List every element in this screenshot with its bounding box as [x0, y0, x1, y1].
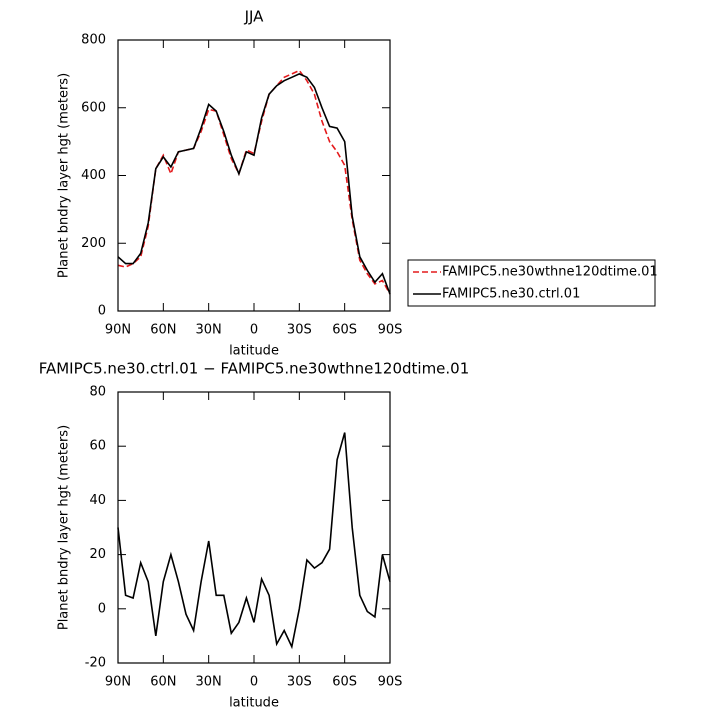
x-axis-label: latitude [229, 344, 279, 359]
x-tick-label: 90S [378, 323, 403, 338]
y-tick-label: 400 [81, 168, 106, 183]
x-tick-label: 0 [250, 675, 258, 690]
x-tick-label: 30N [196, 675, 222, 690]
x-tick-label: 90N [105, 675, 131, 690]
x-tick-label: 60S [332, 323, 357, 338]
x-tick-label: 60S [332, 675, 357, 690]
x-axis-label: latitude [229, 696, 279, 711]
plot-frame [117, 39, 391, 312]
y-tick-label: 20 [89, 547, 106, 562]
data-line [117, 69, 391, 295]
x-tick-label: 30S [287, 323, 312, 338]
y-axis-label: Planet bndry layer hgt (meters) [57, 425, 72, 630]
x-tick-label: 0 [250, 323, 258, 338]
y-tick-label: 0 [98, 601, 106, 616]
chart-title: JJA [244, 8, 265, 26]
data-line [117, 73, 391, 295]
y-tick-label: 80 [89, 385, 106, 400]
x-tick-label: 30N [196, 323, 222, 338]
y-tick-label: 60 [89, 439, 106, 454]
x-tick-label: 60N [150, 675, 176, 690]
chart-title: FAMIPC5.ne30.ctrl.01 − FAMIPC5.ne30wthne… [39, 360, 470, 378]
x-tick-label: 90S [378, 675, 403, 690]
data-line [117, 432, 391, 650]
legend-label: FAMIPC5.ne30.ctrl.01 [442, 287, 580, 302]
plot-frame [117, 391, 391, 664]
legend-box [407, 259, 656, 307]
y-axis-label: Planet bndry layer hgt (meters) [57, 73, 72, 278]
x-tick-label: 90N [105, 323, 131, 338]
y-tick-label: 200 [81, 236, 106, 251]
x-tick-label: 60N [150, 323, 176, 338]
y-tick-label: 800 [81, 33, 106, 48]
y-tick-label: -20 [85, 656, 106, 671]
y-tick-label: 600 [81, 100, 106, 115]
legend-label: FAMIPC5.ne30wthne120dtime.01 [442, 265, 658, 280]
y-tick-label: 0 [98, 304, 106, 319]
y-tick-label: 40 [89, 493, 106, 508]
x-tick-label: 30S [287, 675, 312, 690]
